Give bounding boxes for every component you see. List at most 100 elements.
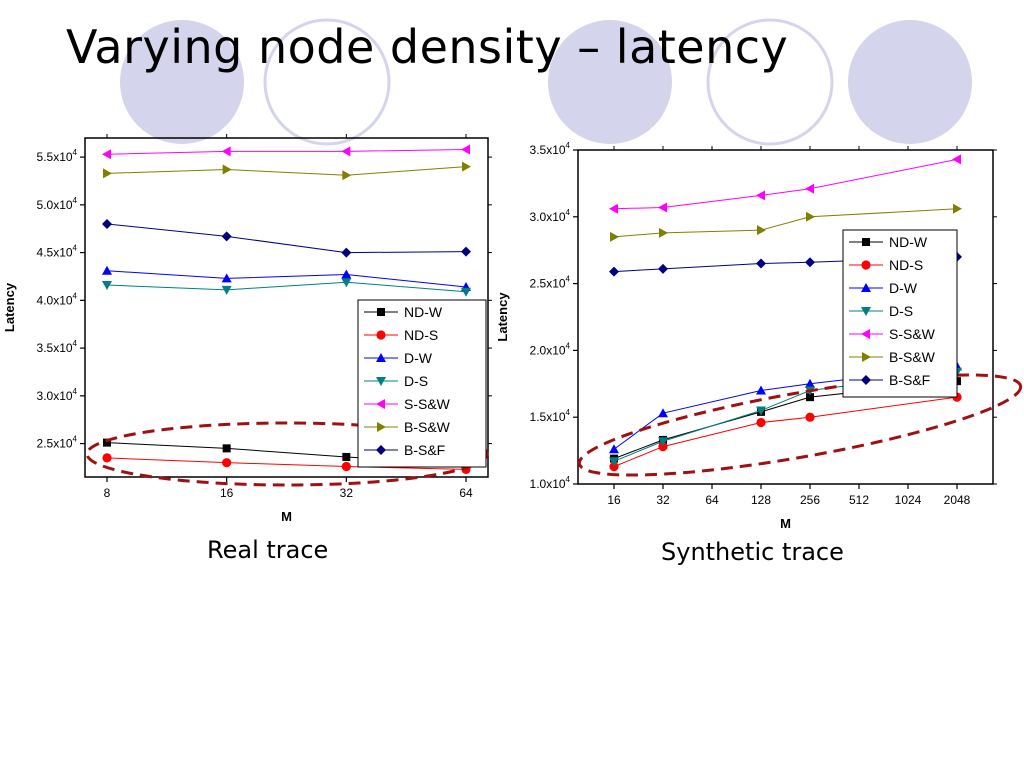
legend-marker: [376, 399, 385, 409]
plot-frame: [84, 137, 489, 478]
legend-label: ND-W: [889, 234, 928, 250]
deco-circle-filled: [120, 20, 244, 144]
legend-entry: B-S&W: [364, 419, 451, 435]
plot-frame: [577, 149, 994, 485]
data-point: [341, 278, 352, 288]
deco-circle-outline: [263, 18, 391, 146]
highlight-ellipse: [577, 373, 1023, 477]
x-tick-label: 256: [800, 493, 820, 507]
data-point: [341, 146, 351, 157]
deco-circle-filled: [548, 20, 672, 144]
legend-marker: [861, 329, 870, 339]
legend-label: B-S&F: [404, 442, 445, 458]
data-point: [341, 247, 352, 258]
legend-entry: B-S&F: [849, 372, 930, 388]
data-point: [805, 257, 815, 268]
legend-label: D-W: [404, 350, 433, 366]
data-point: [102, 149, 111, 160]
data-point: [952, 154, 961, 165]
legend-label: ND-W: [404, 304, 443, 320]
x-tick-label: 512: [849, 493, 869, 507]
y-tick-label: 5.5x104: [37, 148, 78, 164]
legend-entry: ND-W: [364, 304, 443, 320]
legend-entry: D-S: [849, 303, 913, 319]
x-tick-label: 16: [220, 486, 234, 500]
data-point: [341, 269, 352, 279]
legend-marker: [376, 330, 386, 340]
data-point: [221, 285, 232, 295]
legend-entry: B-S&F: [364, 442, 445, 458]
legend-entry: D-W: [364, 350, 433, 366]
data-point: [756, 258, 766, 269]
x-tick-label: 1024: [895, 493, 922, 507]
y-tick-label: 4.0x104: [37, 291, 78, 307]
series-b-s-w: [103, 161, 471, 181]
data-point: [953, 203, 962, 214]
data-point: [757, 225, 766, 236]
data-point: [658, 441, 668, 452]
x-tick-label: 32: [340, 486, 354, 500]
x-tick-label: 8: [104, 486, 111, 500]
series-b-s-w: [610, 203, 962, 242]
legend-marker: [377, 308, 385, 316]
legend-label: S-S&W: [404, 396, 451, 412]
data-point: [221, 146, 231, 157]
legend-box: [842, 229, 958, 398]
y-tick-label: 2.5x104: [37, 435, 78, 451]
legend-label: ND-S: [889, 257, 923, 273]
data-point: [805, 378, 815, 388]
x-tick-label: 64: [459, 486, 473, 500]
series-line: [613, 396, 958, 468]
legend-marker: [377, 422, 386, 432]
legend-label: B-S&W: [404, 419, 451, 435]
data-point: [756, 385, 766, 395]
data-point: [102, 218, 112, 229]
data-point: [462, 161, 471, 172]
series-line: [106, 148, 467, 155]
y-axis-title: Latency: [2, 282, 17, 332]
data-point: [461, 144, 470, 155]
legend-entry: ND-W: [849, 234, 928, 250]
data-point: [609, 462, 619, 472]
y-tick-label: 1.5x104: [530, 408, 571, 424]
data-point: [222, 164, 232, 175]
y-tick-label: 2.5x104: [530, 275, 571, 291]
legend-label: D-S: [404, 373, 428, 389]
data-point: [461, 246, 471, 257]
data-point: [461, 287, 471, 297]
legend-label: D-W: [889, 280, 918, 296]
data-point: [342, 170, 352, 181]
legend-label: B-S&F: [889, 372, 930, 388]
deco-circle-filled: [848, 20, 972, 144]
x-tick-label: 128: [751, 493, 771, 507]
data-point: [221, 273, 232, 283]
legend-marker: [862, 238, 870, 246]
data-point: [756, 190, 765, 201]
legend-marker: [862, 352, 871, 362]
slide-title: Varying node density – latency: [66, 20, 789, 74]
legend-entry: S-S&W: [364, 396, 451, 412]
data-point: [658, 263, 668, 274]
x-axis-title: M: [780, 516, 791, 531]
data-point: [222, 458, 232, 468]
data-point: [102, 265, 112, 275]
data-point: [610, 231, 619, 242]
series-b-s-f: [102, 218, 471, 258]
y-tick-label: 3.5x104: [530, 141, 571, 157]
series-s-s-w: [102, 144, 470, 160]
y-tick-label: 4.5x104: [37, 244, 78, 260]
data-point: [609, 266, 619, 277]
x-tick-label: 32: [656, 493, 670, 507]
data-point: [805, 183, 814, 194]
highlight-ellipse: [85, 421, 489, 487]
caption-real-trace: Real trace: [207, 536, 329, 564]
legend-entry: B-S&W: [849, 349, 936, 365]
legend-entry: D-W: [849, 280, 918, 296]
x-axis-title: M: [281, 509, 292, 524]
series-s-s-w: [609, 154, 961, 214]
series-line: [106, 223, 467, 254]
x-tick-label: 16: [607, 493, 621, 507]
